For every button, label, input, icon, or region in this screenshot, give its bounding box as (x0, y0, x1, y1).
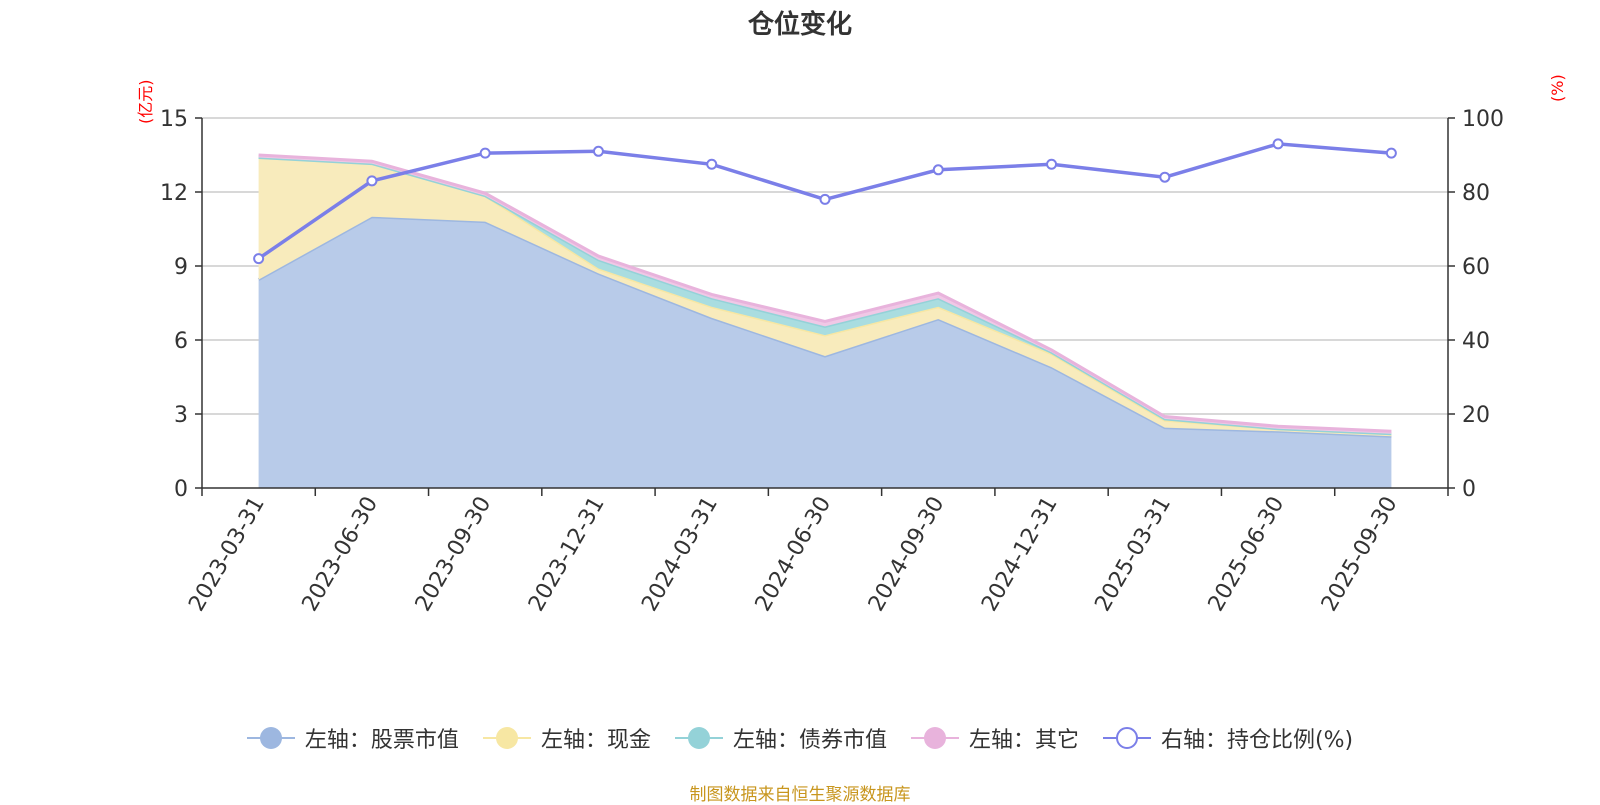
chart-title: 仓位变化 (747, 10, 852, 40)
legend: 左轴：股票市值 左轴：现金 左轴：债券市值 左轴：其它 右轴：持仓比例(%) (0, 722, 1600, 754)
x-tick-label-3: 2023-12-31 (524, 493, 610, 616)
right-tick-label-5: 100 (1462, 107, 1504, 132)
x-tick-label-7: 2024-12-31 (977, 493, 1063, 616)
left-tick-label-4: 12 (160, 181, 188, 206)
legend-item-cash[interactable]: 左轴：现金 (482, 722, 651, 754)
legend-bond-label: 左轴：债券市值 (732, 728, 887, 753)
x-tick-label-1: 2023-06-30 (298, 493, 384, 616)
legend-other-marker (910, 726, 959, 750)
ratio-point-10 (1385, 147, 1397, 159)
legend-stock-label: 左轴：股票市值 (304, 728, 459, 753)
left-tick-label-0: 0 (174, 477, 188, 502)
legend-other-label: 左轴：其它 (968, 728, 1079, 753)
area-series-0 (258, 216, 1392, 488)
x-tick-label-6: 2024-09-30 (864, 493, 950, 616)
ratio-point-4 (706, 158, 718, 170)
ratio-point-5 (819, 193, 831, 205)
x-tick-label-8: 2025-03-31 (1090, 493, 1176, 616)
ratio-point-0 (253, 253, 265, 265)
ratio-point-3 (592, 145, 604, 157)
left-tick-label-3: 9 (174, 255, 188, 280)
ratio-point-9 (1272, 138, 1284, 150)
ratio-point-1 (366, 175, 378, 187)
ratio-point-6 (932, 164, 944, 176)
x-tick-label-2: 2023-09-30 (411, 493, 497, 616)
x-tick-label-9: 2025-06-30 (1204, 493, 1290, 616)
left-tick-label-1: 3 (174, 403, 188, 428)
area-top-line-3 (258, 153, 1392, 433)
legend-cash-marker (482, 726, 531, 750)
right-tick-label-3: 60 (1462, 255, 1490, 280)
right-tick-label-2: 40 (1462, 329, 1490, 354)
right-tick-label-4: 80 (1462, 181, 1490, 206)
legend-ratio-label: 右轴：持仓比例(%) (1160, 728, 1354, 753)
ratio-point-2 (479, 147, 491, 159)
ratio-point-7 (1046, 158, 1058, 170)
legend-bond-marker (674, 726, 723, 750)
legend-item-bond[interactable]: 左轴：债券市值 (674, 722, 887, 754)
left-tick-label-5: 15 (160, 107, 188, 132)
legend-item-other[interactable]: 左轴：其它 (910, 722, 1079, 754)
legend-item-ratio[interactable]: 右轴：持仓比例(%) (1102, 722, 1354, 754)
right-tick-label-1: 20 (1462, 403, 1490, 428)
x-tick-label-4: 2024-03-31 (637, 493, 723, 616)
legend-cash-label: 左轴：现金 (540, 728, 651, 753)
x-tick-label-5: 2024-06-30 (751, 493, 837, 616)
right-tick-label-0: 0 (1462, 477, 1476, 502)
ratio-point-8 (1159, 171, 1171, 183)
x-tick-label-0: 2023-03-31 (184, 493, 270, 616)
data-source-note: 制图数据来自恒生聚源数据库 (689, 785, 911, 805)
legend-item-stock[interactable]: 左轴：股票市值 (246, 722, 459, 754)
legend-stock-marker (246, 726, 295, 750)
x-tick-label-10: 2025-09-30 (1317, 493, 1403, 616)
legend-ratio-marker (1102, 726, 1151, 750)
left-tick-label-2: 6 (174, 329, 188, 354)
